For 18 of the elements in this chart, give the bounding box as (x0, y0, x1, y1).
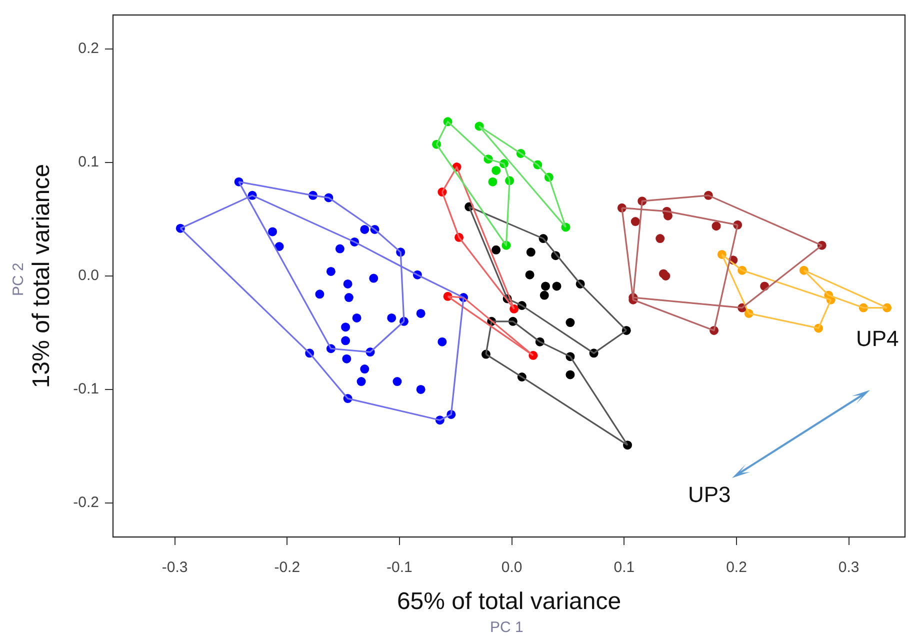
y-axis-title: 13% of total variance (28, 164, 56, 388)
annotation: UP4 (856, 326, 899, 352)
y-tick-label: 0.1 (78, 154, 99, 171)
x-tick-label: 0.3 (838, 559, 860, 576)
x-tick-label: 0.2 (726, 559, 747, 576)
x-tick-label: -0.3 (162, 559, 188, 576)
x-tick-label: 0.0 (501, 559, 522, 576)
text: PC 2 (10, 262, 27, 296)
text: PC 1 (490, 619, 524, 636)
y-tick-label: 0.0 (78, 267, 99, 284)
y-tick-label: -0.2 (73, 494, 99, 512)
annotation: UP3 (688, 482, 731, 508)
x-tick-label: 0.1 (614, 559, 635, 576)
x-axis-title: 65% of total variance (396, 588, 622, 616)
x-tick-label: -0.1 (386, 559, 412, 576)
x-tick-label: -0.2 (274, 559, 300, 576)
y-tick-label: -0.1 (73, 380, 99, 398)
y-tick-label: 0.2 (78, 40, 99, 58)
